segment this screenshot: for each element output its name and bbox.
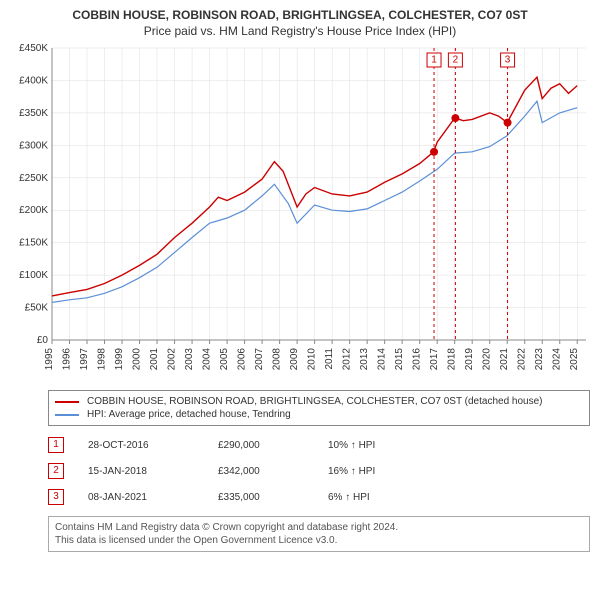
x-tick-label: 2000 — [132, 348, 143, 371]
x-tick-label: 2021 — [499, 348, 510, 371]
event-dot — [430, 148, 438, 156]
x-tick-label: 2009 — [289, 348, 300, 371]
footer-line-1: Contains HM Land Registry data © Crown c… — [55, 521, 583, 534]
x-tick-label: 2017 — [429, 348, 440, 371]
x-tick-label: 2020 — [482, 348, 493, 371]
x-tick-label: 2006 — [237, 348, 248, 371]
x-tick-label: 2015 — [394, 348, 405, 371]
event-marker-number: 2 — [453, 55, 459, 66]
event-marker-number: 3 — [505, 55, 511, 66]
chart-title: COBBIN HOUSE, ROBINSON ROAD, BRIGHTLINGS… — [10, 8, 590, 22]
x-tick-label: 1999 — [114, 348, 125, 371]
x-tick-label: 2025 — [569, 348, 580, 371]
footer-line-2: This data is licensed under the Open Gov… — [55, 534, 583, 547]
event-marker-number: 1 — [431, 55, 437, 66]
legend-label: HPI: Average price, detached house, Tend… — [87, 409, 291, 420]
events-table: 1 28-OCT-2016£290,00010% ↑ HPI 2 15-JAN-201… — [48, 432, 590, 510]
x-tick-label: 2014 — [377, 348, 388, 371]
x-tick-label: 2001 — [149, 348, 160, 371]
x-tick-label: 1997 — [79, 348, 90, 371]
y-tick-label: £50K — [25, 303, 49, 314]
event-price: £335,000 — [218, 492, 328, 503]
chart-subtitle: Price paid vs. HM Land Registry's House … — [10, 24, 590, 38]
legend-item: HPI: Average price, detached house, Tend… — [55, 408, 583, 421]
chart-container: COBBIN HOUSE, ROBINSON ROAD, BRIGHTLINGS… — [0, 0, 600, 590]
legend-swatch — [55, 414, 79, 416]
legend-label: COBBIN HOUSE, ROBINSON ROAD, BRIGHTLINGS… — [87, 396, 543, 407]
x-tick-label: 2016 — [412, 348, 423, 371]
y-tick-label: £150K — [19, 238, 48, 249]
x-tick-label: 2011 — [324, 348, 335, 370]
x-tick-label: 2007 — [254, 348, 265, 371]
x-tick-label: 2023 — [534, 348, 545, 371]
y-tick-label: £100K — [19, 270, 48, 281]
y-tick-label: £450K — [19, 44, 48, 54]
x-tick-label: 2002 — [167, 348, 178, 371]
y-tick-label: £0 — [37, 335, 49, 346]
y-tick-label: £250K — [19, 173, 48, 184]
data-attribution: Contains HM Land Registry data © Crown c… — [48, 516, 590, 552]
x-tick-label: 2005 — [219, 348, 230, 371]
chart-plot: £0 £50K £100K £150K £200K £250K £300K £350K £400… — [10, 44, 590, 384]
x-tick-label: 2022 — [517, 348, 528, 371]
x-tick-label: 2018 — [447, 348, 458, 371]
event-number-box: 3 — [48, 489, 64, 505]
x-tick-label: 1998 — [97, 348, 108, 371]
event-dot — [451, 114, 459, 122]
y-tick-label: £300K — [19, 140, 48, 151]
x-tick-label: 2013 — [359, 348, 370, 371]
event-date: 08-JAN-2021 — [88, 492, 218, 503]
y-tick-label: £200K — [19, 205, 48, 216]
event-date: 28-OCT-2016 — [88, 440, 218, 451]
chart-svg: £0 £50K £100K £150K £200K £250K £300K £350K £400… — [10, 44, 590, 384]
x-tick-label: 2024 — [552, 348, 563, 371]
event-row: 2 15-JAN-2018£342,00016% ↑ HPI — [48, 458, 590, 484]
x-tick-label: 2012 — [342, 348, 353, 371]
x-tick-label: 1995 — [44, 348, 55, 371]
y-tick-label: £350K — [19, 108, 48, 119]
event-price: £342,000 — [218, 466, 328, 477]
y-tick-label: £400K — [19, 75, 48, 86]
legend: COBBIN HOUSE, ROBINSON ROAD, BRIGHTLINGS… — [48, 390, 590, 426]
event-number-box: 1 — [48, 437, 64, 453]
event-date: 15-JAN-2018 — [88, 466, 218, 477]
event-price: £290,000 — [218, 440, 328, 451]
event-number-box: 2 — [48, 463, 64, 479]
x-tick-label: 1996 — [62, 348, 73, 371]
x-tick-label: 2008 — [272, 348, 283, 371]
event-dot — [504, 119, 512, 127]
x-tick-label: 2019 — [464, 348, 475, 371]
legend-swatch — [55, 401, 79, 403]
event-pct: 16% ↑ HPI — [328, 466, 418, 477]
event-pct: 6% ↑ HPI — [328, 492, 418, 503]
chart-titles: COBBIN HOUSE, ROBINSON ROAD, BRIGHTLINGS… — [10, 8, 590, 38]
x-tick-label: 2003 — [184, 348, 195, 371]
x-tick-label: 2010 — [307, 348, 318, 371]
x-tick-label: 2004 — [202, 348, 213, 371]
event-pct: 10% ↑ HPI — [328, 440, 418, 451]
event-row: 1 28-OCT-2016£290,00010% ↑ HPI — [48, 432, 590, 458]
legend-item: COBBIN HOUSE, ROBINSON ROAD, BRIGHTLINGS… — [55, 395, 583, 408]
event-row: 3 08-JAN-2021£335,0006% ↑ HPI — [48, 484, 590, 510]
